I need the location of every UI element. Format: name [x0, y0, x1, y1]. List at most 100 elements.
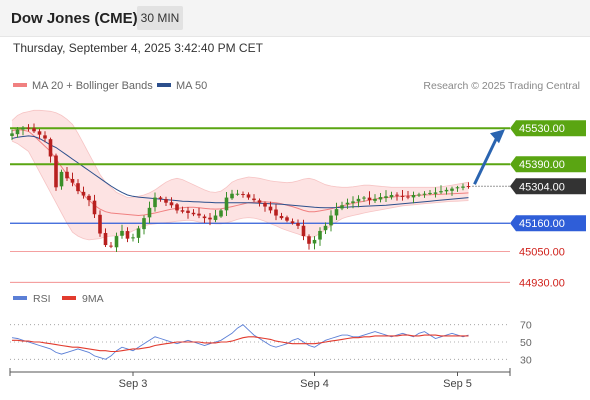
level-label-current: 45304.00 — [519, 181, 565, 193]
rsi-ma-line — [12, 334, 469, 353]
candle-body — [301, 225, 306, 237]
legend-ma50: MA 50 — [157, 80, 207, 92]
chart-datetime: Thursday, September 4, 2025 3:42:40 PM C… — [13, 41, 263, 55]
rsi-line — [11, 324, 469, 360]
level-label-pivot: 45160.00 — [519, 218, 565, 230]
candle-body — [400, 195, 405, 197]
candle-body — [32, 128, 36, 132]
candle-body — [230, 193, 234, 199]
candle-body — [43, 135, 47, 139]
candle-body — [164, 199, 168, 203]
resistance-label-box — [510, 120, 586, 137]
candle-body — [241, 194, 245, 196]
candle-body — [323, 225, 328, 231]
candle-body — [285, 217, 289, 221]
legend-ma50-label: MA 50 — [176, 80, 208, 92]
candle-body — [15, 129, 20, 135]
candle-body — [439, 191, 443, 193]
candle-body — [246, 194, 251, 198]
candle-body — [131, 237, 135, 239]
research-credit: Research © 2025 Trading Central — [423, 80, 580, 92]
level-label-resistance: 45530.00 — [519, 123, 565, 135]
candle-body — [147, 207, 152, 218]
candle-body — [109, 245, 113, 247]
instrument-title: Dow Jones (CME) — [11, 10, 138, 27]
candle-body — [92, 200, 97, 215]
candle-body — [433, 192, 438, 194]
candle-body — [367, 197, 372, 201]
candle-body — [54, 155, 58, 188]
candle-body — [422, 193, 427, 195]
legend-bollinger-label: MA 20 + Bollinger Bands — [32, 80, 153, 92]
x-tick-label: Sep 4 — [300, 378, 329, 390]
rsi-tick-label: 70 — [520, 320, 532, 332]
candle-body — [263, 202, 267, 207]
candle-body — [334, 209, 339, 216]
candle-body — [417, 194, 421, 196]
candle-body — [65, 171, 69, 179]
candle-body — [268, 206, 273, 211]
candle-body — [213, 215, 218, 220]
x-tick-label: Sep 5 — [443, 378, 472, 390]
candle-body — [59, 171, 64, 187]
candle-body — [114, 236, 119, 248]
candle-body — [153, 197, 157, 208]
candle-body — [48, 139, 53, 157]
candle-body — [444, 189, 449, 192]
candle-body — [70, 178, 75, 183]
bollinger-band-area — [12, 110, 469, 240]
rsi-ma-legend-label: 9MA — [82, 293, 104, 305]
candle-body — [373, 198, 377, 201]
candle-body — [290, 221, 295, 224]
rsi-legend-swatch — [13, 296, 27, 300]
candle-body — [235, 193, 240, 195]
candle-body — [296, 223, 300, 226]
candle-body — [274, 209, 278, 216]
candle-body — [208, 217, 212, 220]
candle-body — [362, 197, 366, 199]
candle-body — [411, 195, 416, 198]
forecast-arrow-shaft — [473, 136, 499, 185]
resistance-label-box — [510, 156, 586, 173]
candle-body — [21, 127, 25, 130]
candle-body — [307, 236, 311, 244]
candle-body — [356, 198, 361, 202]
rsi-tick-label: 50 — [520, 337, 532, 349]
candle-body — [76, 183, 80, 192]
candle-body — [461, 186, 465, 188]
candle-body — [103, 232, 108, 246]
candle-body — [191, 212, 196, 215]
candle-body — [351, 201, 355, 203]
candle-body — [169, 202, 174, 206]
candle-body — [395, 194, 399, 196]
rsi-legend-label: RSI — [33, 293, 51, 305]
candle-body — [455, 187, 460, 189]
ma50-line — [11, 135, 469, 209]
candle-body — [219, 210, 223, 217]
candle-body — [37, 131, 42, 135]
candle-body — [26, 127, 31, 129]
level-label-target: 45050.00 — [519, 246, 565, 258]
candle-body — [120, 230, 124, 236]
candle-body — [202, 216, 207, 219]
candle-body — [466, 186, 471, 188]
legend-bollinger: MA 20 + Bollinger Bands — [13, 80, 153, 92]
candle-body — [87, 195, 91, 201]
ma50-swatch — [157, 83, 171, 88]
candle-body — [340, 205, 344, 209]
candle-body — [197, 213, 201, 216]
candle-body — [329, 215, 333, 226]
candle-body — [175, 204, 179, 211]
candle-body — [318, 230, 322, 240]
candle-body — [180, 210, 185, 212]
candle-body — [378, 197, 383, 200]
candle-body — [450, 188, 454, 191]
candle-body — [312, 239, 317, 244]
timeframe-button[interactable]: 30 MIN — [137, 6, 183, 30]
bollinger-swatch — [13, 83, 27, 88]
candle-body — [428, 192, 432, 194]
bollinger-lower-line — [11, 140, 469, 241]
candle-body — [257, 200, 262, 203]
candle-body — [252, 198, 256, 201]
